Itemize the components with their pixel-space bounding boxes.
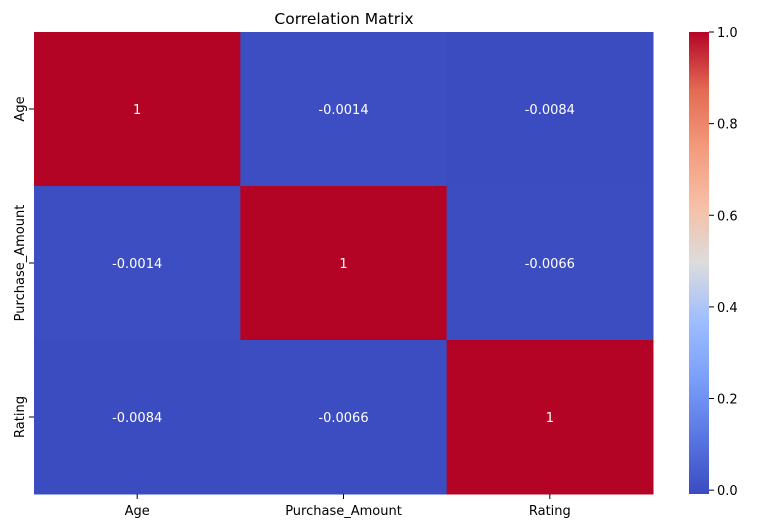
heatmap-cell-label: -0.0084 bbox=[525, 103, 575, 118]
heatmap-cell-label: 1 bbox=[339, 257, 347, 272]
heatmap-cell bbox=[34, 32, 241, 187]
heatmap-cells bbox=[34, 32, 654, 495]
heatmap-cell-label: 1 bbox=[133, 103, 141, 118]
colorbar: 0.0 0.2 0.4 0.6 0.8 1.0 bbox=[689, 26, 738, 499]
heatmap-cell bbox=[446, 186, 654, 341]
x-axis: Age Purchase_Amount Rating bbox=[125, 494, 571, 519]
y-tick-label: Age bbox=[13, 96, 28, 121]
colorbar-tick-label: 1.0 bbox=[717, 26, 738, 41]
y-tick-label: Purchase_Amount bbox=[13, 205, 28, 322]
colorbar-ticks: 0.0 0.2 0.4 0.6 0.8 1.0 bbox=[709, 26, 738, 499]
colorbar-tick-label: 0.2 bbox=[717, 393, 738, 408]
heatmap-cell-label: -0.0066 bbox=[318, 411, 368, 426]
heatmap-cell bbox=[34, 186, 241, 341]
y-axis: Age Purchase_Amount Rating bbox=[13, 96, 34, 438]
x-tick-label: Purchase_Amount bbox=[285, 504, 402, 519]
colorbar-tick-label: 0.6 bbox=[717, 209, 738, 224]
colorbar-tick-label: 0.0 bbox=[717, 484, 738, 499]
heatmap-cell bbox=[446, 340, 654, 495]
x-tick-label: Rating bbox=[529, 504, 571, 519]
heatmap-cell bbox=[240, 32, 448, 187]
heatmap-cell-label: 1 bbox=[546, 411, 554, 426]
x-tick-label: Age bbox=[125, 504, 150, 519]
colorbar-tick-label: 0.4 bbox=[717, 301, 738, 316]
heatmap-cell bbox=[240, 340, 448, 495]
heatmap-cell-labels: 1 -0.0014 -0.0084 -0.0014 1 -0.0066 -0.0084 -0.… bbox=[112, 103, 575, 426]
heatmap-cell bbox=[34, 340, 241, 495]
heatmap-cell-label: -0.0084 bbox=[112, 411, 162, 426]
heatmap-cell-label: -0.0066 bbox=[525, 257, 575, 272]
colorbar-tick-label: 0.8 bbox=[717, 118, 738, 133]
y-tick-label: Rating bbox=[13, 396, 28, 438]
heatmap-cell bbox=[446, 32, 654, 187]
heatmap-cell bbox=[240, 186, 448, 341]
heatmap-cell-label: -0.0014 bbox=[112, 257, 162, 272]
heatmap-cell-label: -0.0014 bbox=[318, 103, 368, 118]
colorbar-gradient bbox=[689, 32, 709, 494]
chart-title: Correlation Matrix bbox=[274, 10, 413, 28]
